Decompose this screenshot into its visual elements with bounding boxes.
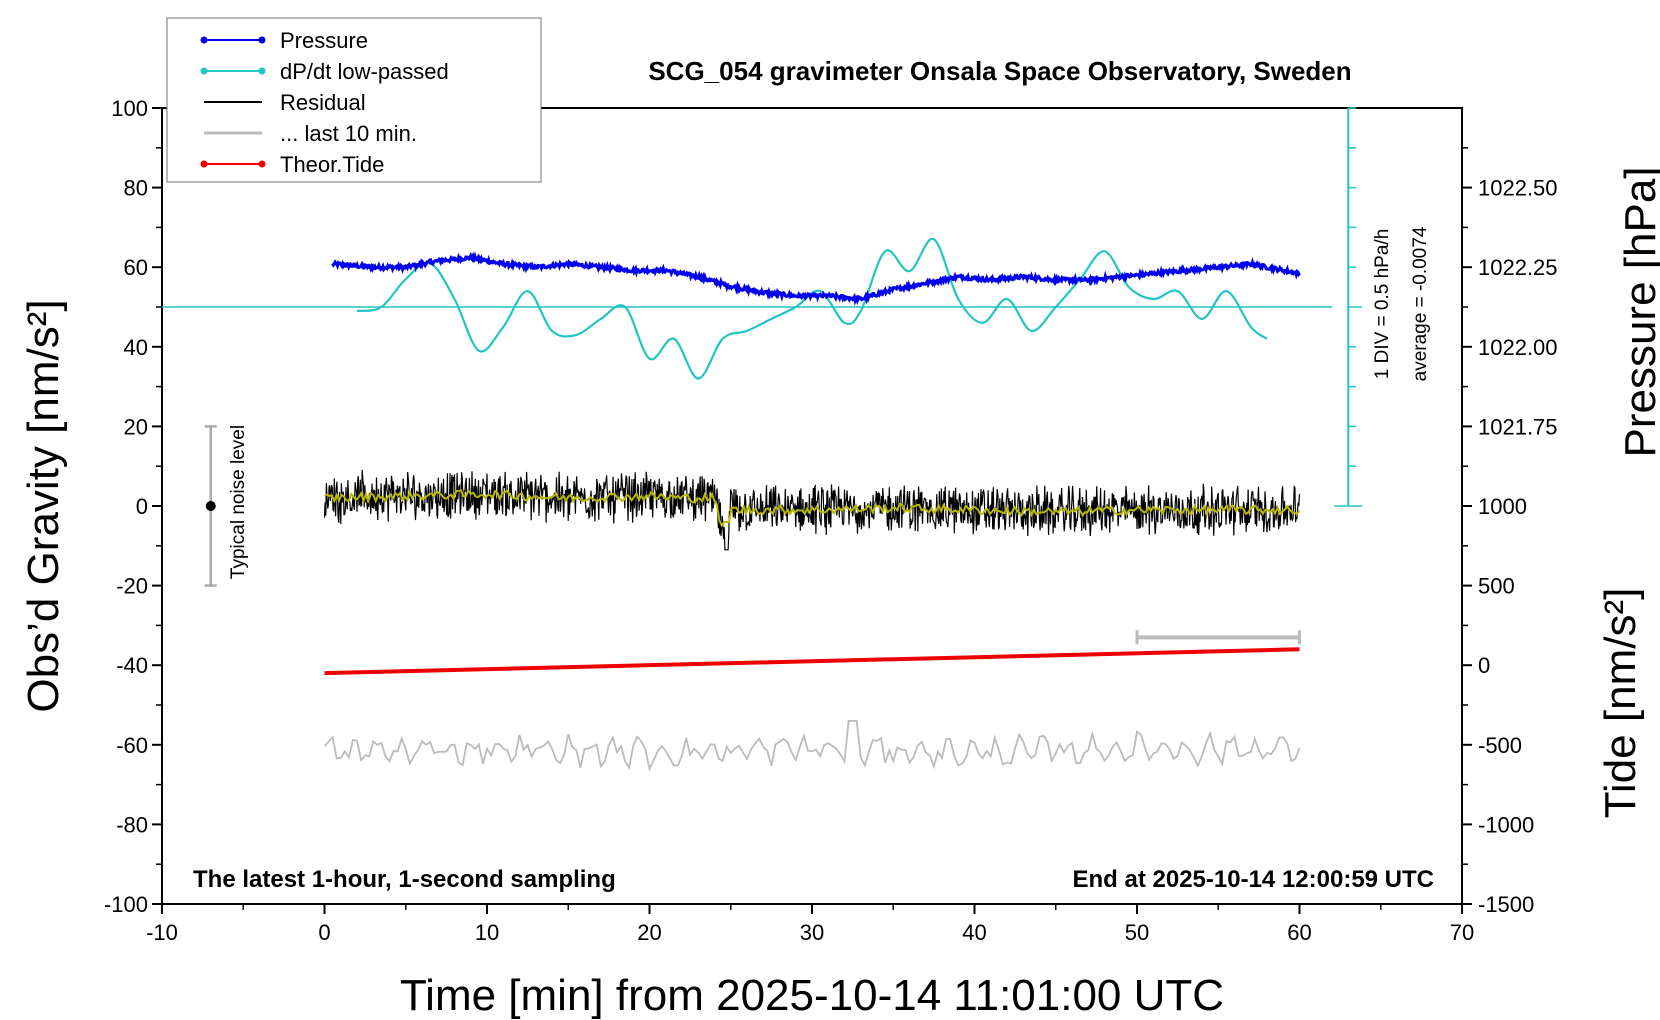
y-tick-label: 80: [124, 176, 148, 201]
legend-marker-0: [200, 36, 208, 44]
last-10-min-range-bar: [1135, 630, 1301, 645]
x-tick-label: 0: [318, 920, 330, 945]
y-axis-tide-title: Tide [nm/s²]: [1596, 588, 1645, 819]
y-tick-label: -60: [116, 733, 148, 758]
x-tick-label: 10: [475, 920, 499, 945]
x-tick-label: 50: [1125, 920, 1149, 945]
tide-tick-label: 500: [1478, 574, 1515, 599]
y-tick-label: -80: [116, 812, 148, 837]
legend-marker-4: [200, 160, 208, 168]
y-axis-tide: 1000 500 0 -500 -1000 -1500: [1462, 494, 1534, 917]
series-residual-line: [323, 469, 1301, 551]
dpdt-average-label: average = -0.0074: [1410, 226, 1431, 381]
chart-title: SCG_054 gravimeter Onsala Space Observat…: [648, 56, 1351, 86]
legend-label-3: ... last 10 min.: [280, 121, 417, 146]
tide-tick-label: -500: [1478, 733, 1522, 758]
y-tick-label: -100: [104, 892, 148, 917]
x-tick-label: 60: [1287, 920, 1311, 945]
x-tick-label: 30: [800, 920, 824, 945]
series-last10-line: [323, 720, 1301, 772]
x-tick-label: 20: [637, 920, 661, 945]
y-tick-label: 20: [124, 414, 148, 439]
pressure-tick-label: 1022.50: [1478, 176, 1558, 201]
y-axis-left-title: Obs’d Gravity [nm/s²]: [19, 299, 68, 712]
y-tick-label: -20: [116, 574, 148, 599]
pressure-tick-label: 1022.00: [1478, 335, 1558, 360]
noise-level-label: Typical noise level: [228, 425, 249, 579]
x-tick-label: 70: [1450, 920, 1474, 945]
legend-label-0: Pressure: [280, 28, 368, 53]
y-axis-pressure: 1022.50 1022.25 1022.00 1021.75: [1462, 147, 1558, 467]
y-tick-label: 60: [124, 255, 148, 280]
legend-marker-1: [258, 67, 266, 75]
pressure-tick-label: 1022.25: [1478, 255, 1558, 280]
y-axis-left: 100 80 60 40 20 0 -20 -40 -60 -80 -100: [104, 96, 162, 917]
tide-tick-label: 0: [1478, 653, 1490, 678]
series-residual-smoothed-line: [324, 488, 1301, 528]
x-tick-label: 40: [962, 920, 986, 945]
y-tick-label: 0: [136, 494, 148, 519]
legend-marker-0: [258, 36, 266, 44]
series-tide-line: [324, 647, 1300, 676]
dpdt-scale-bar: [1334, 107, 1363, 507]
legend-marker-4: [258, 160, 266, 168]
legend-label-4: Theor.Tide: [280, 152, 384, 177]
noise-level-marker: [204, 425, 217, 587]
legend-marker-1: [200, 67, 208, 75]
tide-tick-label: 1000: [1478, 494, 1527, 519]
noise-dot: [205, 501, 216, 511]
tide-tick-label: -1500: [1478, 892, 1534, 917]
legend: Pressure dP/dt low-passed Residual ... last…: [166, 17, 542, 183]
y-tick-label: 40: [124, 335, 148, 360]
tide-tick-label: -1000: [1478, 812, 1534, 837]
legend-label-2: Residual: [280, 90, 366, 115]
series-dpdt-line: [356, 238, 1268, 380]
series-pressure-line: [331, 251, 1301, 307]
footer-left: The latest 1-hour, 1-second sampling: [193, 866, 616, 893]
x-axis-title: Time [min] from 2025-10-14 11:01:00 UTC: [400, 971, 1224, 1020]
dpdt-div-label: 1 DIV = 0.5 hPa/h: [1372, 229, 1393, 380]
footer-right: End at 2025-10-14 12:00:59 UTC: [1073, 866, 1435, 893]
x-tick-label: -10: [146, 920, 178, 945]
series-layer: [162, 238, 1332, 772]
y-tick-label: 100: [111, 96, 148, 121]
x-axis: -10 0 10 20 30 40 50 60 70: [146, 904, 1474, 945]
legend-label-1: dP/dt low-passed: [280, 59, 449, 84]
legend-box: [166, 17, 542, 183]
pressure-tick-label: 1021.75: [1478, 414, 1558, 439]
y-tick-label: -40: [116, 653, 148, 678]
y-axis-pressure-title: Pressure [hPa]: [1616, 166, 1660, 457]
